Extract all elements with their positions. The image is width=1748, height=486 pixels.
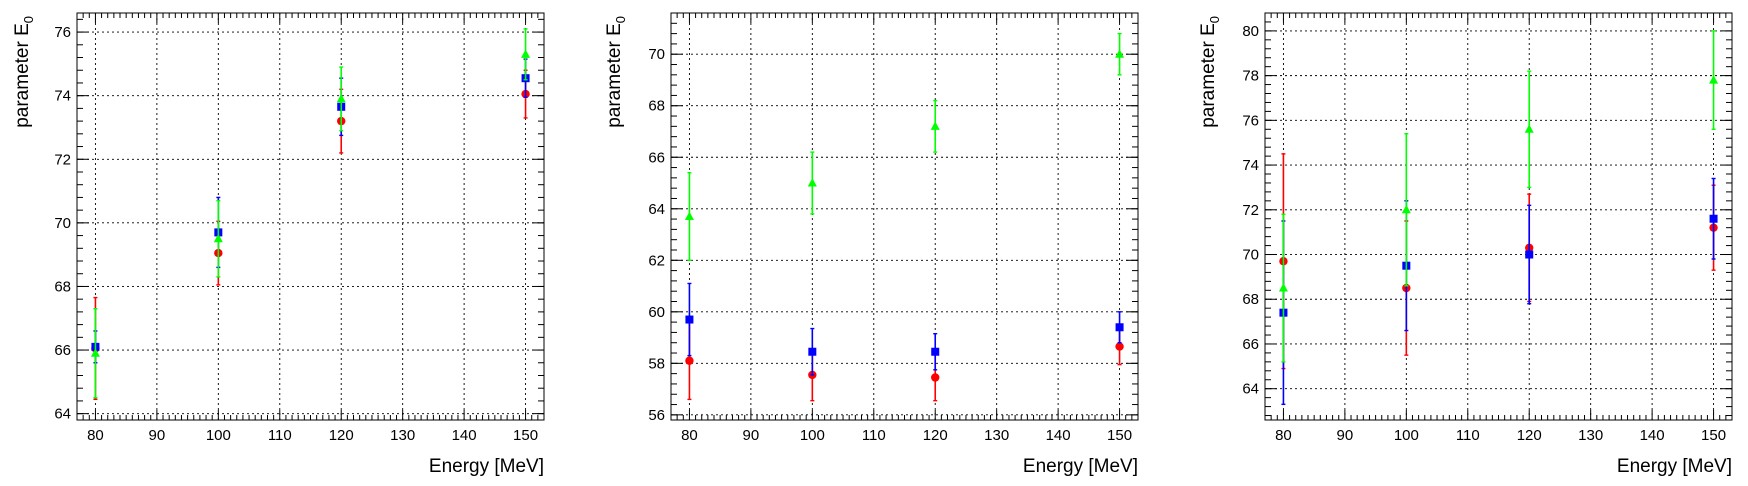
y-tick-label: 74 — [54, 88, 71, 105]
y-tick-label: 68 — [54, 278, 71, 295]
data-point — [685, 356, 694, 365]
x-tick-label: 100 — [1394, 427, 1419, 444]
series-green-triangle — [90, 28, 531, 399]
y-tick-label: 68 — [1242, 291, 1259, 308]
data-point — [685, 315, 694, 324]
y-tick-label: 60 — [648, 304, 665, 321]
y-tick-label: 70 — [54, 215, 71, 232]
y-tick-label: 66 — [1242, 336, 1259, 353]
data-point — [684, 211, 694, 220]
x-tick-label: 120 — [329, 427, 354, 444]
x-tick-label: 130 — [984, 427, 1009, 444]
y-tick-label: 78 — [1242, 68, 1259, 85]
x-axis-title: Energy [MeV] — [429, 456, 544, 477]
plot-frame — [670, 12, 1139, 421]
x-tick-label: 150 — [1701, 427, 1726, 444]
series-green-triangle — [1278, 30, 1719, 363]
chart-panel-2: Energy [MeV] parameter E0 80 90 100 110 120 1… — [604, 12, 1139, 477]
data-point — [1401, 204, 1411, 214]
y-axis-title-main: parameter E — [1198, 23, 1219, 128]
y-tick-label: 66 — [648, 149, 665, 166]
x-tick-label: 90 — [743, 427, 760, 444]
x-tick-label: 140 — [1046, 427, 1071, 444]
data-point — [1709, 214, 1718, 223]
y-tick-label: 68 — [648, 98, 665, 115]
y-tick-label: 64 — [1242, 381, 1259, 398]
data-point — [931, 373, 940, 382]
y-axis-title: parameter E0 — [604, 16, 628, 128]
x-tick-label: 80 — [87, 427, 104, 444]
x-axis-title: Energy [MeV] — [1617, 456, 1732, 477]
x-tick-label: 150 — [1107, 427, 1132, 444]
plot-frame — [76, 12, 545, 421]
y-tick-label: 56 — [648, 407, 665, 424]
y-axis-title-subscript: 0 — [21, 16, 36, 23]
x-tick-label: 140 — [452, 427, 477, 444]
x-tick-label: 100 — [800, 427, 825, 444]
x-tick-label: 110 — [862, 427, 886, 444]
x-tick-label: 150 — [513, 427, 538, 444]
x-tick-label: 110 — [268, 427, 292, 444]
data-point — [1709, 75, 1719, 84]
y-tick-label: 74 — [1242, 157, 1259, 174]
data-point — [1115, 49, 1125, 58]
data-point — [1115, 342, 1124, 351]
y-tick-label: 64 — [648, 201, 665, 218]
data-point — [336, 93, 346, 103]
x-tick-label: 140 — [1640, 427, 1665, 444]
data-point — [807, 178, 817, 187]
y-axis-title-main: parameter E — [12, 23, 33, 128]
y-axis-title: parameter E0 — [1198, 16, 1222, 128]
y-tick-label: 80 — [1242, 23, 1259, 40]
y-tick-label: 62 — [648, 252, 665, 269]
x-tick-label: 80 — [1275, 427, 1292, 444]
series-blue-square — [1279, 177, 1718, 406]
data-point — [1278, 283, 1288, 292]
x-tick-label: 90 — [1337, 427, 1354, 444]
y-axis-title-subscript: 0 — [613, 16, 628, 23]
y-tick-label: 64 — [54, 406, 71, 423]
series-red-circle — [1279, 153, 1718, 370]
data-point — [931, 347, 940, 356]
data-point — [930, 121, 940, 130]
x-tick-label: 120 — [1517, 427, 1542, 444]
chart-panel-1: Energy [MeV] parameter E0 80 90 100 110 120 1… — [12, 12, 545, 477]
x-tick-label: 80 — [681, 427, 698, 444]
y-tick-label: 72 — [1242, 202, 1259, 219]
y-tick-label: 76 — [1242, 112, 1259, 129]
y-tick-label: 66 — [54, 342, 71, 359]
data-point — [1115, 323, 1124, 332]
x-tick-label: 120 — [923, 427, 948, 444]
x-tick-label: 110 — [1456, 427, 1480, 444]
x-tick-label: 130 — [1578, 427, 1603, 444]
data-point — [808, 347, 817, 356]
y-tick-label: 70 — [648, 46, 665, 63]
x-tick-label: 100 — [206, 427, 231, 444]
y-axis-title-subscript: 0 — [1207, 16, 1222, 23]
data-point — [90, 348, 100, 357]
x-tick-label: 130 — [390, 427, 415, 444]
y-tick-label: 76 — [54, 24, 71, 41]
data-point — [1525, 250, 1534, 259]
y-tick-label: 58 — [648, 355, 665, 372]
y-tick-label: 70 — [1242, 247, 1259, 264]
x-tick-label: 90 — [149, 427, 166, 444]
y-axis-title: parameter E0 — [12, 16, 36, 128]
x-axis-title: Energy [MeV] — [1023, 456, 1138, 477]
data-point — [1524, 124, 1534, 133]
plot-frame — [1264, 12, 1733, 421]
series-green-triangle — [684, 32, 1125, 261]
y-axis-title-main: parameter E — [604, 23, 625, 128]
series-blue-square — [685, 282, 1124, 376]
data-point — [521, 49, 531, 58]
chart-panel-3: Energy [MeV] parameter E0 80 90 100 110 120 1… — [1198, 12, 1733, 477]
data-point — [213, 233, 223, 243]
y-tick-label: 72 — [54, 151, 71, 168]
